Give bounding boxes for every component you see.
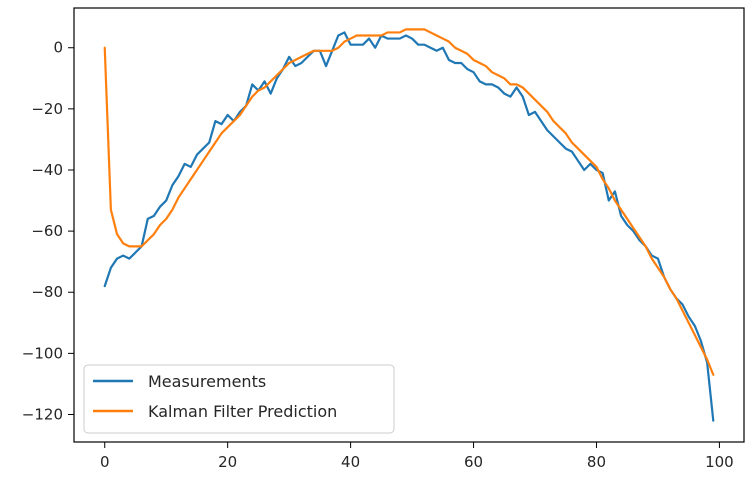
x-tick-label: 20	[218, 453, 237, 471]
y-tick-label: −120	[22, 405, 63, 423]
y-tick-label: −60	[31, 222, 63, 240]
y-tick-label: −100	[22, 344, 63, 362]
x-tick-label: 40	[341, 453, 360, 471]
x-tick-label: 100	[705, 453, 734, 471]
legend-label-measurements: Measurements	[148, 372, 266, 391]
series-layer	[103, 28, 715, 422]
x-axis: 0 20 40 60 80 100	[100, 442, 734, 471]
series-line-kalman-filter-prediction	[103, 28, 715, 376]
plot-frame	[73, 7, 745, 443]
x-tick-label: 80	[587, 453, 606, 471]
y-tick-label: 0	[53, 39, 63, 57]
x-tick-label: 60	[464, 453, 483, 471]
x-tick-label: 0	[100, 453, 110, 471]
series-line-measurements	[103, 31, 715, 422]
y-axis: 0 −20 −40 −60 −80 −100 −120	[22, 39, 74, 423]
y-tick-label: −20	[31, 100, 63, 118]
legend-box	[83, 364, 395, 434]
y-tick-label: −40	[31, 161, 63, 179]
legend: Measurements Kalman Filter Prediction	[83, 364, 395, 434]
legend-label-kalman-filter-prediction: Kalman Filter Prediction	[148, 402, 337, 421]
y-tick-label: −80	[31, 283, 63, 301]
